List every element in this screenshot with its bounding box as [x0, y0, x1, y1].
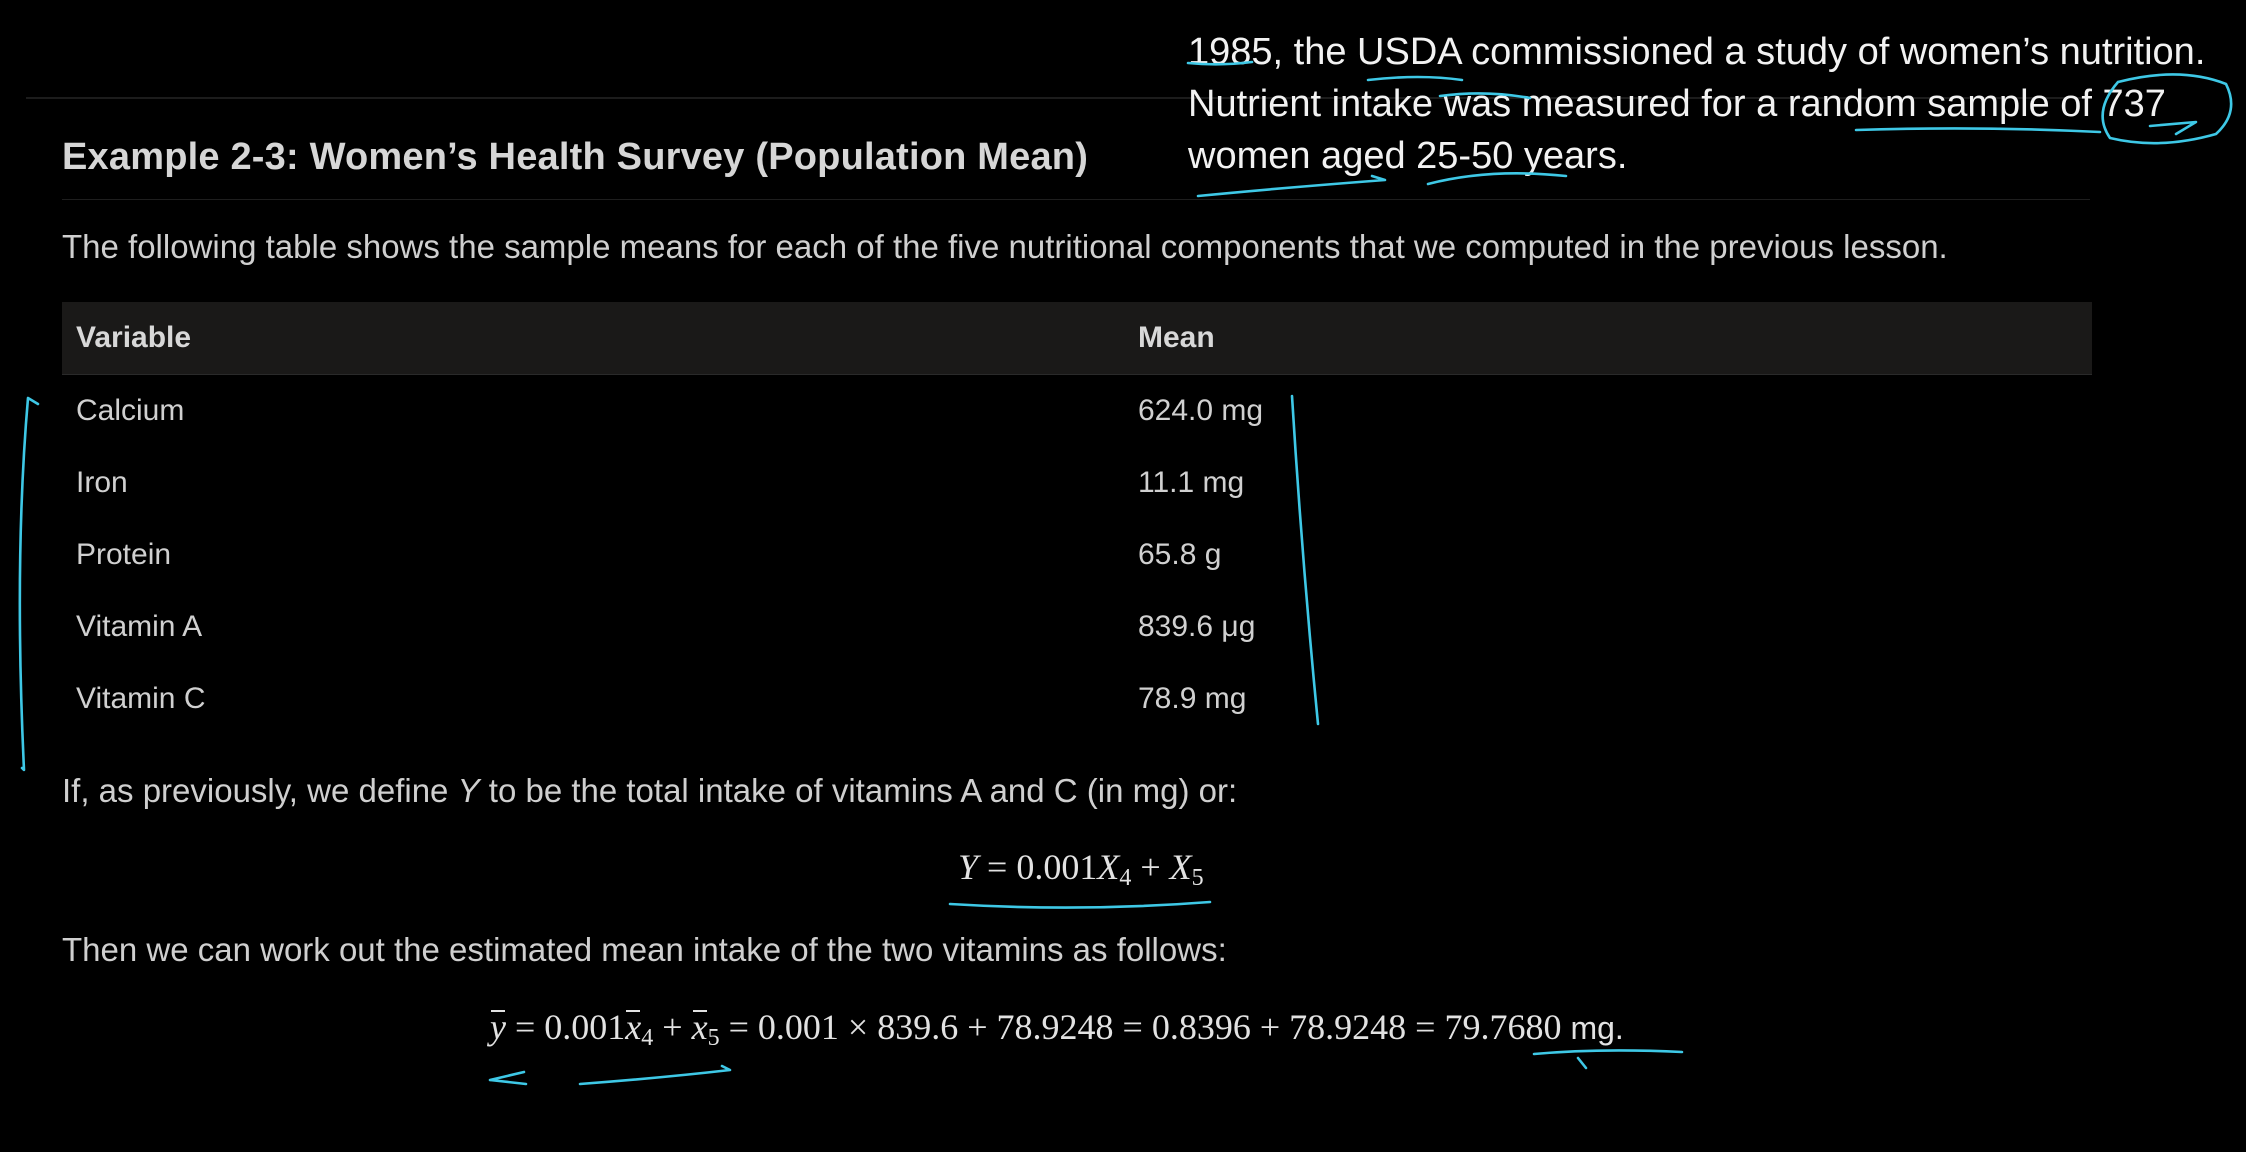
cell-variable: Protein: [76, 538, 172, 571]
then-paragraph: Then we can work out the estimated mean …: [62, 931, 1227, 968]
define-variable: Y: [457, 772, 480, 809]
table-row: Protein 65.8 g: [62, 519, 2092, 591]
equation-mean-estimate: y = 0.001x4 + x5 = 0.001 × 839.6 + 78.92…: [490, 1007, 1624, 1051]
cell-variable: Iron: [76, 466, 128, 499]
header-mean: Mean: [1124, 302, 2092, 375]
table-header-row: Variable Mean: [62, 302, 2092, 375]
cell-mean: 839.6 μg: [1138, 610, 1256, 643]
means-table: Variable Mean Calcium 624.0 mg Iron 11.1…: [62, 302, 2092, 735]
side-note: 1985, the USDA commissioned a study of w…: [1188, 26, 2244, 182]
define-text-before: If, as previously, we define: [62, 772, 458, 809]
cell-mean: 65.8 g: [1138, 538, 1222, 571]
cell-mean: 78.9 mg: [1138, 682, 1247, 715]
side-note-line-3: women aged 25-50 years.: [1188, 135, 1628, 177]
table-row: Vitamin C 78.9 mg: [62, 663, 2092, 735]
header-variable: Variable: [62, 302, 1124, 375]
ink-underline-x4-x5: [578, 1064, 732, 1086]
side-note-line-1: 1985, the USDA commissioned a study of w…: [1188, 31, 2206, 73]
title-divider: [62, 199, 2090, 200]
ink-underline-eq1: [948, 900, 1212, 909]
table-row: Calcium 624.0 mg: [62, 375, 2092, 448]
cell-variable: Vitamin C: [76, 682, 206, 715]
mean-result: 79.7680: [1444, 1007, 1562, 1047]
cell-variable: Vitamin A: [76, 610, 203, 643]
intro-paragraph: The following table shows the sample mea…: [62, 228, 1948, 265]
side-note-line-2: Nutrient intake was measured for a rando…: [1188, 83, 2166, 125]
cell-variable: Calcium: [76, 394, 185, 427]
define-paragraph: If, as previously, we define Y to be the…: [62, 772, 1237, 810]
ink-underline-result: [1532, 1049, 1684, 1070]
top-divider: [26, 97, 2090, 99]
table-row: Vitamin A 839.6 μg: [62, 591, 2092, 663]
table-row: Iron 11.1 mg: [62, 447, 2092, 519]
define-text-after: to be the total intake of vitamins A and…: [479, 772, 1238, 809]
example-title: Example 2-3: Women’s Health Survey (Popu…: [62, 136, 1089, 178]
ink-bracket-left: [18, 396, 40, 772]
cell-mean: 624.0 mg: [1138, 394, 1264, 427]
ink-mark-ybar: [488, 1070, 528, 1086]
equation-y-definition: Y = 0.001X4 + X5: [958, 847, 1204, 891]
cell-mean: 11.1 mg: [1138, 466, 1245, 499]
